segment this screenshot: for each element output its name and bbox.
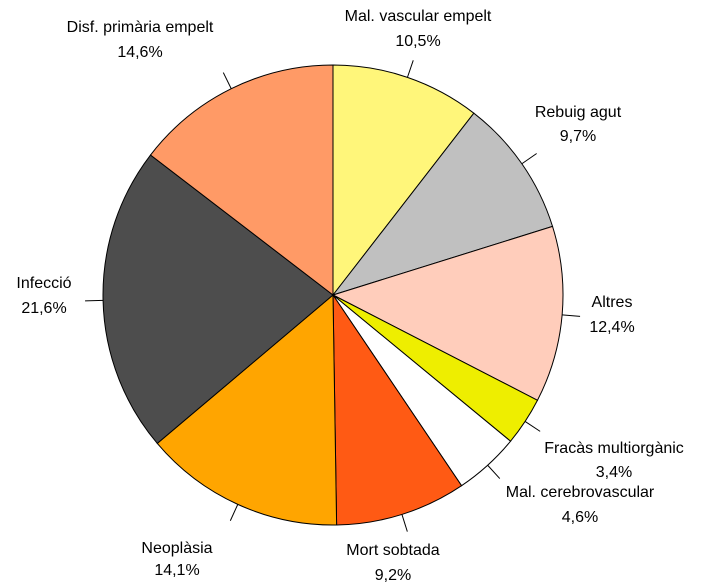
slice-value-label: 14,6% xyxy=(117,44,162,61)
slice-value-label: 12,4% xyxy=(589,319,634,336)
pie-slice xyxy=(331,225,564,401)
leader-line xyxy=(406,60,414,78)
slice-value-label: 14,1% xyxy=(154,562,199,579)
leader-line xyxy=(521,153,537,165)
leader-line xyxy=(562,314,581,317)
leader-line xyxy=(524,421,541,432)
slice-value-label: 10,5% xyxy=(395,33,440,50)
pie-slice xyxy=(332,293,463,526)
slice-value-label: 9,2% xyxy=(375,567,411,584)
slice-label: Neoplàsia xyxy=(141,540,212,557)
slice-value-label: 3,4% xyxy=(596,464,632,481)
slice-label: Altres xyxy=(592,294,633,311)
leader-line xyxy=(487,464,501,479)
slice-label: Mort sobtada xyxy=(346,542,439,559)
slice-label: Fracàs multiorgànic xyxy=(544,440,684,457)
slice-label: Disf. primària empelt xyxy=(67,19,214,36)
leader-line xyxy=(229,504,239,521)
slice-label: Infecció xyxy=(16,275,71,292)
pie-slice xyxy=(102,154,334,445)
pie-slice xyxy=(156,293,338,526)
slice-value-label: 4,6% xyxy=(562,509,598,526)
slice-value-label: 21,6% xyxy=(21,300,66,317)
leader-line xyxy=(222,72,232,89)
slice-label: Mal. cerebrovascular xyxy=(506,484,655,501)
slice-label: Rebuig agut xyxy=(535,104,622,121)
leader-line xyxy=(401,514,408,532)
slice-value-label: 9,7% xyxy=(560,128,596,145)
slice-label: Mal. vascular empelt xyxy=(345,8,492,25)
pie-slice xyxy=(149,64,334,297)
